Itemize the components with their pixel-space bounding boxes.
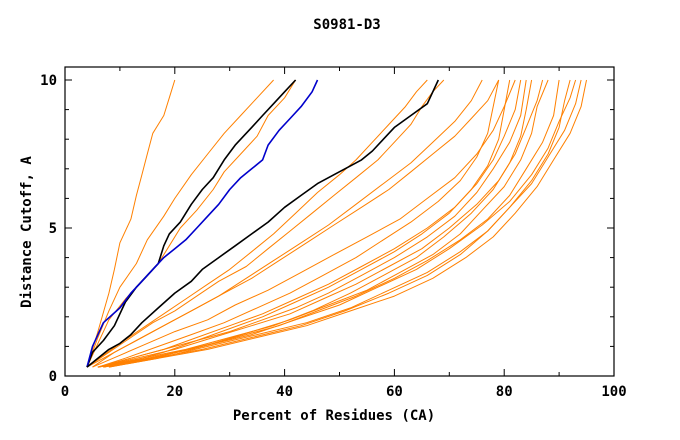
y-axis-label: Distance Cutoff, A [19,156,35,308]
series-line-15 [97,79,533,368]
series-line-20 [108,79,587,368]
series-line-10 [97,79,522,368]
x-tick-label: 60 [386,384,403,400]
series-line-22 [92,79,516,368]
series-line-2 [86,79,319,368]
series-line-21 [92,79,500,368]
series-line-8 [86,79,445,368]
series-line-7 [86,79,428,368]
series-layer [86,79,587,368]
y-tick-label: 5 [49,221,57,237]
series-line-18 [103,79,571,368]
series-line-6 [86,79,297,368]
x-tick-label: 20 [166,384,183,400]
series-line-3 [86,79,440,368]
series-line-19 [108,79,582,368]
x-tick-label: 100 [601,384,626,400]
x-tick-label: 40 [276,384,293,400]
series-line-14 [97,79,549,368]
series-line-5 [86,79,274,368]
series-line-13 [97,79,544,368]
series-line-12 [97,79,527,368]
series-line-11 [97,79,511,368]
x-axis-label: Percent of Residues (CA) [233,408,435,424]
y-tick-label: 10 [40,73,57,89]
ticks-layer: 0 20 40 60 80 100 0 5 10 [40,67,627,400]
series-line-23 [97,79,500,368]
x-tick-label: 80 [496,384,513,400]
series-line-4 [86,79,176,368]
x-tick-label: 0 [61,384,69,400]
series-line-1 [86,79,297,368]
series-line-17 [103,79,577,368]
chart-title: S0981-D3 [313,17,380,33]
y-tick-label: 0 [49,369,57,385]
